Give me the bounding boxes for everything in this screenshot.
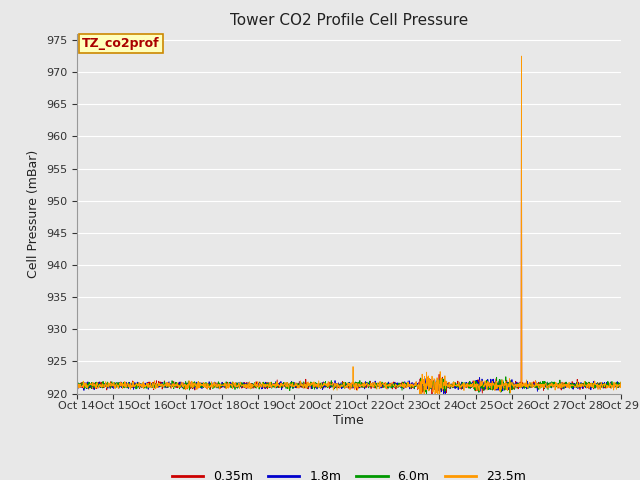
6.0m [617,379,625,385]
23.5m [448,384,456,390]
6.0m [170,382,178,387]
0.35m [170,383,178,388]
23.5m [582,384,590,389]
6.0m [73,383,81,388]
1.8m [83,384,91,390]
23.5m [518,53,525,59]
1.8m [617,383,625,388]
Y-axis label: Cell Pressure (mBar): Cell Pressure (mBar) [28,149,40,278]
Text: TZ_co2prof: TZ_co2prof [82,37,160,50]
0.35m [351,384,359,390]
6.0m [319,381,326,387]
6.0m [448,382,456,388]
0.35m [582,385,590,391]
1.8m [448,383,456,389]
23.5m [319,383,326,389]
X-axis label: Time: Time [333,414,364,427]
1.8m [476,375,483,381]
0.35m [518,79,525,84]
Legend: 0.35m, 1.8m, 6.0m, 23.5m: 0.35m, 1.8m, 6.0m, 23.5m [167,465,531,480]
1.8m [73,381,81,387]
23.5m [83,383,91,388]
1.8m [170,384,178,389]
1.8m [582,383,590,389]
6.0m [502,374,509,380]
23.5m [351,380,359,386]
23.5m [73,385,81,391]
6.0m [351,381,359,387]
6.0m [582,381,590,387]
0.35m [617,381,625,387]
1.8m [319,380,326,386]
Title: Tower CO2 Profile Cell Pressure: Tower CO2 Profile Cell Pressure [230,13,468,28]
0.35m [73,380,81,385]
Line: 0.35m: 0.35m [77,82,621,395]
1.8m [440,395,447,400]
1.8m [351,383,359,388]
23.5m [617,379,625,385]
23.5m [170,382,178,388]
Line: 6.0m: 6.0m [77,377,621,394]
0.35m [83,381,91,387]
23.5m [420,395,428,401]
6.0m [83,383,91,388]
Line: 23.5m: 23.5m [77,56,621,398]
0.35m [319,380,326,385]
0.35m [428,392,436,397]
0.35m [448,383,456,388]
Line: 1.8m: 1.8m [77,378,621,397]
6.0m [422,391,430,397]
